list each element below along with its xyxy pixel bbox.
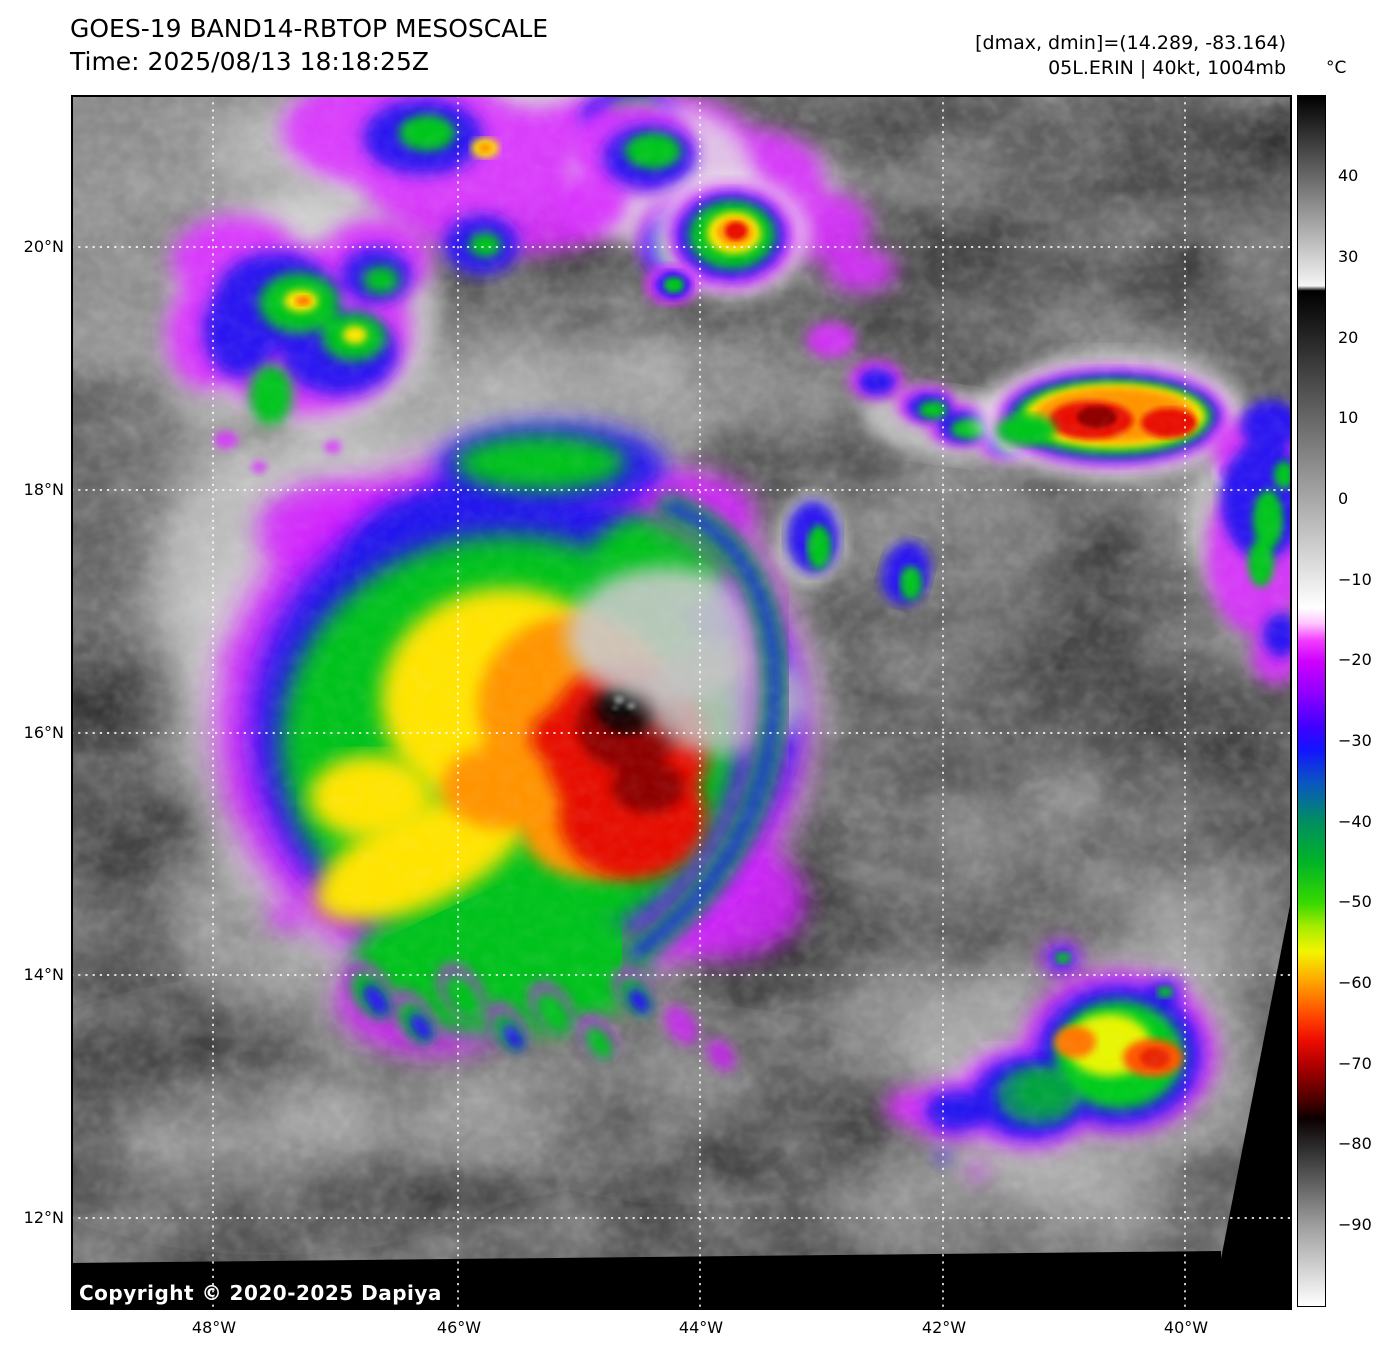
colorbar-unit-label: °C [1326,58,1347,78]
graticule [71,95,1292,1310]
scan-edge-wedge [1211,895,1292,1310]
colorbar-tick-m90: −90 [1338,1215,1372,1234]
page-title: GOES-19 BAND14-RBTOP MESOSCALE [70,14,549,43]
colorbar-tick-m60: −60 [1338,973,1372,992]
colorbar-tick-m30: −30 [1338,731,1372,750]
lat-label-12n: 12°N [23,1208,64,1227]
colorbar-tick-m10: −10 [1338,570,1372,589]
copyright-label: Copyright © 2020-2025 Dapiya [79,1281,442,1305]
lon-label-48w: 48°W [191,1318,237,1337]
lon-label-46w: 46°W [436,1318,482,1337]
lon-label-42w: 42°W [921,1318,967,1337]
lat-label-18n: 18°N [23,480,64,499]
lat-label-16n: 16°N [23,723,64,742]
texture-overlay [71,95,1292,1310]
colorbar-tick-30: 30 [1338,247,1359,266]
satellite-image [0,45,1361,1310]
colorbar-tick-m20: −20 [1338,650,1372,669]
lat-label-20n: 20°N [23,237,64,256]
lat-label-14n: 14°N [23,965,64,984]
colorbar-tick-m40: −40 [1338,812,1372,831]
bottom-no-data-strip [71,1251,1221,1310]
satellite-map [0,45,1361,1310]
colorbar [1297,95,1326,1307]
colorbar-tick-10: 10 [1338,408,1359,427]
dmax-dmin-label: [dmax, dmin]=(14.289, -83.164) [975,32,1286,54]
colorbar-tick-40: 40 [1338,166,1359,185]
colorbar-tick-m70: −70 [1338,1054,1372,1073]
lon-label-44w: 44°W [678,1318,724,1337]
colorbar-tick-0: 0 [1338,489,1349,508]
timestamp-label: Time: 2025/08/13 18:18:25Z [70,47,429,76]
storm-info-label: 05L.ERIN | 40kt, 1004mb [1048,57,1286,79]
colorbar-tick-20: 20 [1338,328,1359,347]
lon-label-40w: 40°W [1163,1318,1209,1337]
colorbar-tick-m80: −80 [1338,1134,1372,1153]
colorbar-tick-m50: −50 [1338,892,1372,911]
map-frame [71,95,1292,1310]
